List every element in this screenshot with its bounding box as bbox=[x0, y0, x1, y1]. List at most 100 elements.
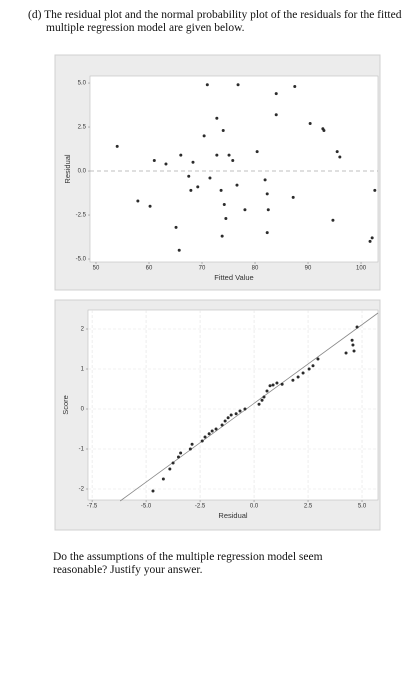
data-point bbox=[307, 367, 311, 371]
data-point bbox=[136, 199, 140, 203]
data-point bbox=[161, 477, 165, 481]
data-point bbox=[203, 435, 207, 439]
plot-area bbox=[89, 75, 379, 263]
data-point bbox=[221, 129, 225, 133]
data-point bbox=[368, 239, 372, 243]
data-point bbox=[227, 153, 231, 157]
x-tick-label: 2.5 bbox=[304, 504, 313, 510]
x-tick-label: 50 bbox=[93, 266, 100, 272]
data-point bbox=[189, 188, 193, 192]
data-point bbox=[351, 343, 355, 347]
data-point bbox=[322, 129, 326, 133]
data-point bbox=[152, 158, 156, 162]
data-point bbox=[291, 195, 295, 199]
data-point bbox=[210, 429, 214, 433]
data-point bbox=[215, 116, 219, 120]
data-point bbox=[236, 83, 240, 87]
data-point bbox=[265, 231, 269, 235]
data-point bbox=[215, 153, 219, 157]
y-axis-label: Score bbox=[61, 395, 70, 415]
x-tick-label: 60 bbox=[146, 266, 153, 272]
y-tick-label: 2.5 bbox=[78, 125, 87, 131]
data-point bbox=[352, 349, 356, 353]
data-point bbox=[234, 412, 238, 416]
data-point bbox=[338, 155, 342, 159]
x-tick-label: -5.0 bbox=[141, 504, 152, 510]
x-tick-label: 5.0 bbox=[358, 504, 367, 510]
data-point bbox=[200, 439, 204, 443]
intro-text: (d) The residual plot and the normal pro… bbox=[28, 9, 402, 34]
data-point bbox=[188, 447, 192, 451]
data-point bbox=[229, 413, 233, 417]
data-point bbox=[271, 383, 275, 387]
x-tick-label: -2.5 bbox=[195, 504, 206, 510]
x-axis-label: Fitted Value bbox=[214, 273, 253, 282]
data-point bbox=[190, 442, 194, 446]
data-point bbox=[179, 451, 183, 455]
data-point bbox=[316, 357, 320, 361]
data-point bbox=[262, 395, 266, 399]
y-tick-label: 0.0 bbox=[78, 169, 87, 175]
data-point bbox=[207, 432, 211, 436]
data-point bbox=[231, 158, 235, 162]
y-tick-label: -2 bbox=[79, 487, 85, 493]
data-point bbox=[176, 455, 180, 459]
data-point bbox=[274, 92, 278, 96]
y-tick-label: 2 bbox=[81, 327, 85, 333]
data-point bbox=[174, 225, 178, 229]
data-point bbox=[177, 248, 181, 252]
y-tick-label: 0 bbox=[81, 407, 85, 413]
data-point bbox=[214, 427, 218, 431]
x-tick-label: 80 bbox=[252, 266, 259, 272]
fit-line bbox=[119, 312, 379, 502]
data-point bbox=[331, 218, 335, 222]
data-point bbox=[191, 160, 195, 164]
data-point bbox=[168, 467, 172, 471]
data-point bbox=[370, 236, 374, 240]
data-point bbox=[265, 389, 269, 393]
data-point bbox=[243, 407, 247, 411]
data-point bbox=[223, 419, 227, 423]
data-point bbox=[373, 188, 377, 192]
x-tick-label: -7.5 bbox=[87, 504, 98, 510]
data-point bbox=[308, 122, 312, 126]
y-tick-label: 5.0 bbox=[78, 81, 87, 87]
data-point bbox=[266, 208, 270, 212]
data-point bbox=[255, 150, 259, 154]
data-point bbox=[115, 144, 119, 148]
y-tick-label: -2.5 bbox=[76, 213, 87, 219]
data-point bbox=[263, 178, 267, 182]
data-point bbox=[355, 325, 359, 329]
data-point bbox=[171, 461, 175, 465]
data-point bbox=[208, 176, 212, 180]
data-point bbox=[151, 489, 155, 493]
data-point bbox=[235, 183, 239, 187]
data-point bbox=[219, 188, 223, 192]
data-point bbox=[291, 378, 295, 382]
question-text: Do the assumptions of the multiple regre… bbox=[53, 551, 323, 576]
data-point bbox=[301, 371, 305, 375]
data-point bbox=[344, 351, 348, 355]
data-point bbox=[220, 423, 224, 427]
data-point bbox=[260, 398, 264, 402]
data-point bbox=[148, 204, 152, 208]
data-point bbox=[350, 338, 354, 342]
data-point bbox=[202, 134, 206, 138]
y-tick-label: -1 bbox=[79, 447, 85, 453]
y-axis-label: Residual bbox=[63, 154, 72, 184]
y-tick-label: 1 bbox=[81, 367, 85, 373]
data-point bbox=[187, 174, 191, 178]
y-tick-label: -5.0 bbox=[76, 257, 87, 263]
x-tick-label: 0.0 bbox=[250, 504, 259, 510]
data-point bbox=[220, 234, 224, 238]
data-point bbox=[238, 409, 242, 413]
data-point bbox=[275, 381, 279, 385]
data-point bbox=[296, 375, 300, 379]
x-tick-label: 100 bbox=[356, 266, 367, 272]
data-point bbox=[164, 162, 168, 166]
data-point bbox=[205, 83, 209, 87]
x-tick-label: 70 bbox=[199, 266, 206, 272]
data-point bbox=[257, 402, 261, 406]
data-point bbox=[311, 364, 315, 368]
